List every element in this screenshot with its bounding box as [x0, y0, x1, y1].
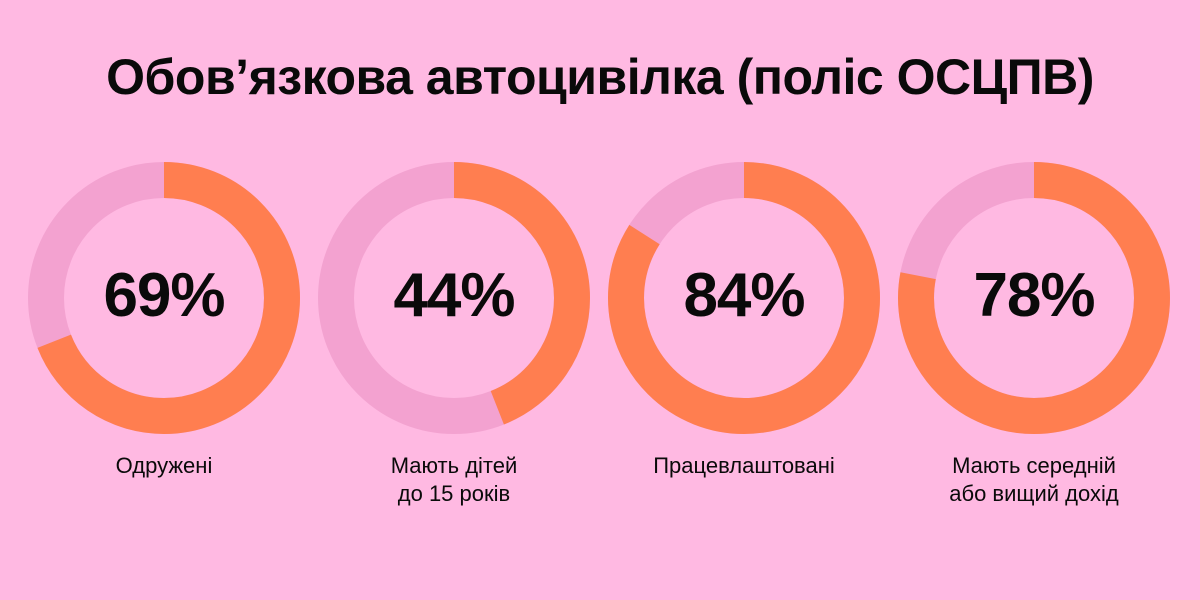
donut-category-label: Одружені: [6, 452, 322, 480]
donut-svg: [318, 162, 590, 434]
donut-chart: 78% Мають середній або вищий дохід: [896, 162, 1172, 522]
donut-chart: 84% Працевлаштовані: [606, 162, 882, 522]
donut-svg: [898, 162, 1170, 434]
donut-value-label: 84%: [683, 261, 805, 330]
label-line: Мають дітей: [390, 453, 518, 478]
label-line: або вищий дохід: [949, 481, 1119, 506]
label-line: Працевлаштовані: [653, 453, 835, 478]
donut-chart: 69% Одружені: [26, 162, 302, 522]
page-title: Обов’язкова автоцивілка (поліс ОСЦПВ): [106, 49, 1094, 105]
donut-category-label: Працевлаштовані: [586, 452, 902, 480]
donut-value-segment: [898, 162, 1170, 434]
label-line: Мають середній: [952, 453, 1116, 478]
donut-svg: [28, 162, 300, 434]
donut-chart: 44% Мають дітей до 15 років: [316, 162, 592, 522]
donut-value-segment: [28, 162, 300, 434]
donut-svg: [608, 162, 880, 434]
donut-value-label: 78%: [973, 261, 1095, 330]
donut-value-label: 69%: [103, 261, 225, 330]
donut-value-segment: [608, 162, 880, 434]
donut-value-label: 44%: [393, 261, 515, 330]
donut-category-label: Мають середній або вищий дохід: [876, 452, 1192, 508]
label-line: до 15 років: [397, 481, 511, 506]
donut-value-segment: [318, 162, 590, 434]
donut-category-label: Мають дітей до 15 років: [296, 452, 612, 508]
label-line: Одружені: [115, 453, 213, 478]
